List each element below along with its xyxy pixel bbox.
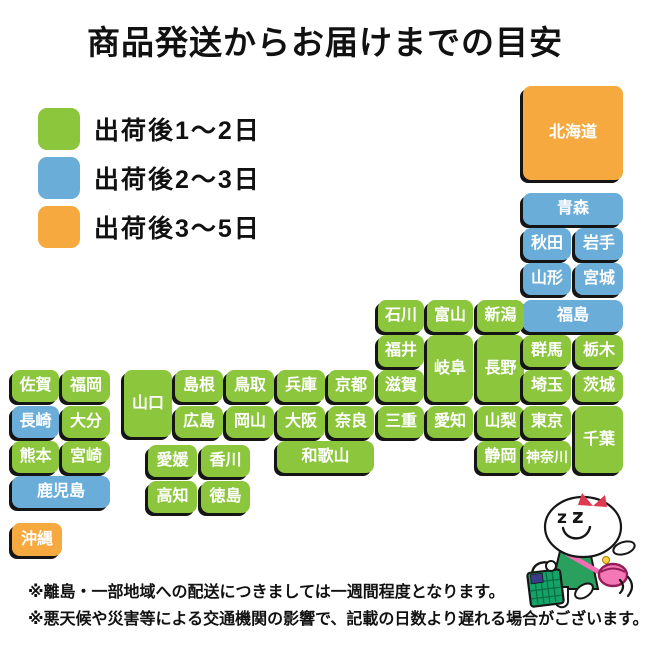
prefecture-block: 秋田 xyxy=(523,228,571,260)
mascot-bow-icon xyxy=(578,493,607,507)
legend-item: 出荷後3〜5日 xyxy=(38,206,261,248)
prefecture-block: 千葉 xyxy=(575,406,623,473)
legend-label: 出荷後1〜2日 xyxy=(94,117,261,145)
prefecture-block: 佐賀 xyxy=(12,370,59,402)
prefecture-block: 石川 xyxy=(378,300,424,332)
mascot-smile xyxy=(561,525,592,540)
prefecture-block: 徳島 xyxy=(201,481,250,513)
page-title: 商品発送からお届けまでの目安 xyxy=(87,24,563,61)
legend-swatch-blue xyxy=(38,157,80,199)
mascot-bag-flap xyxy=(600,567,626,573)
prefecture-block: 岐阜 xyxy=(427,335,473,402)
prefecture-block: 北海道 xyxy=(523,86,623,180)
legend-label: 出荷後2〜3日 xyxy=(94,166,261,194)
prefecture-block: 宮城 xyxy=(575,263,623,295)
prefecture-block: 岡山 xyxy=(226,406,274,438)
prefecture-block: 島根 xyxy=(175,370,223,402)
prefecture-block: 大分 xyxy=(62,406,110,438)
prefecture-block: 福岡 xyxy=(62,370,110,402)
prefecture-block: 新潟 xyxy=(477,300,524,332)
prefecture-block: 山梨 xyxy=(477,406,524,438)
prefecture-block: 鳥取 xyxy=(226,370,274,402)
prefecture-block: 高知 xyxy=(148,481,197,513)
prefecture-block: 香川 xyxy=(201,445,250,477)
mascot-leg-front xyxy=(574,582,594,600)
mascot-eye-left: z xyxy=(557,508,567,528)
prefecture-block: 茨城 xyxy=(575,370,623,402)
prefecture-block: 山形 xyxy=(523,263,571,295)
prefecture-block: 長野 xyxy=(477,335,524,402)
prefecture-block: 東京 xyxy=(523,406,571,438)
prefecture-block: 兵庫 xyxy=(277,370,325,402)
prefecture-block: 大阪 xyxy=(277,406,325,438)
prefecture-block: 奈良 xyxy=(328,406,374,438)
mascot-hand xyxy=(545,560,557,572)
note-remote-islands: ※離島・一部地域への配送につきましては一週間程度となります。 xyxy=(28,584,505,601)
note-weather-delay: ※悪天候や災害等による交通機関の影響で、記載の日数より遅れる場合がございます。 xyxy=(28,611,649,628)
prefecture-block: 愛媛 xyxy=(148,445,197,477)
prefecture-block: 三重 xyxy=(378,406,424,438)
mascot-arm xyxy=(612,540,636,556)
legend-item: 出荷後1〜2日 xyxy=(38,108,261,150)
legend-label: 出荷後3〜5日 xyxy=(94,215,261,243)
legend-swatch-orange xyxy=(38,206,80,248)
prefecture-block: 青森 xyxy=(523,193,623,225)
prefecture-block: 岩手 xyxy=(575,228,623,260)
prefecture-block: 静岡 xyxy=(477,441,524,473)
prefecture-block: 沖縄 xyxy=(12,523,62,556)
prefecture-block: 長崎 xyxy=(12,406,59,438)
prefecture-block: 宮崎 xyxy=(62,441,110,473)
prefecture-block: 群馬 xyxy=(523,335,571,367)
prefecture-block: 福島 xyxy=(523,300,623,332)
prefecture-block: 和歌山 xyxy=(277,441,374,473)
legend: 出荷後1〜2日 出荷後2〜3日 出荷後3〜5日 xyxy=(38,108,261,255)
mascot-eye-right: z xyxy=(572,504,584,528)
prefecture-block: 埼玉 xyxy=(523,370,571,402)
mascot-motion-lines xyxy=(618,575,634,598)
mascot-flower-icon xyxy=(602,556,610,564)
prefecture-block: 富山 xyxy=(427,300,473,332)
mascot-basket-icon xyxy=(526,561,565,608)
prefecture-block: 熊本 xyxy=(12,441,59,473)
legend-swatch-green xyxy=(38,108,80,150)
mascot-sleepy-character: z z xyxy=(526,493,636,609)
prefecture-block: 広島 xyxy=(175,406,223,438)
legend-item: 出荷後2〜3日 xyxy=(38,157,261,199)
prefecture-block: 愛知 xyxy=(427,406,473,438)
prefecture-block: 滋賀 xyxy=(378,370,424,402)
prefecture-block: 神奈川 xyxy=(523,441,571,473)
prefecture-block: 福井 xyxy=(378,335,424,367)
prefecture-block: 鹿児島 xyxy=(12,476,110,508)
footer-notes: ※離島・一部地域への配送につきましては一週間程度となります。 ※悪天候や災害等に… xyxy=(28,579,649,633)
prefecture-block: 京都 xyxy=(328,370,374,402)
prefecture-block: 栃木 xyxy=(575,335,623,367)
prefecture-block: 山口 xyxy=(124,370,172,437)
